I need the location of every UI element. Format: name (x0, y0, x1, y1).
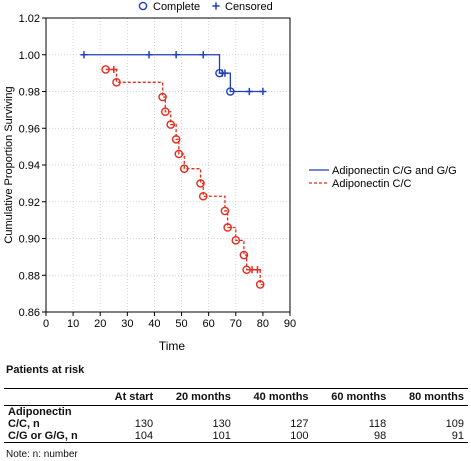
x-tick-label: 90 (284, 318, 296, 330)
y-tick-label: 0.96 (19, 123, 40, 135)
legend-complete-marker (138, 1, 148, 11)
risk-group-row: Adiponectin (4, 406, 468, 419)
event-point (255, 280, 265, 289)
risk-cell: 98 (374, 430, 387, 442)
risk-header-at-start: At start (114, 391, 154, 403)
x-tick-label: 50 (175, 318, 187, 330)
event-point (226, 87, 235, 96)
event-point (239, 250, 249, 260)
censored-point (145, 51, 153, 59)
risk-cell: 127 (290, 418, 309, 430)
y-tick-label: 1.02 (19, 13, 40, 25)
x-tick-label: 0 (43, 318, 49, 330)
legend-censored-marker (212, 2, 220, 10)
event-point (171, 134, 181, 144)
y-tick-label: 0.94 (19, 160, 40, 172)
event-point (231, 236, 241, 245)
censored-point (253, 266, 262, 274)
risk-header-20-months: 20 months (175, 391, 231, 403)
x-tick-label: 60 (203, 318, 215, 330)
legend-complete-label: Complete (153, 1, 200, 13)
event-point (158, 92, 167, 102)
event-point (174, 149, 184, 159)
y-tick-label: 0.98 (19, 87, 40, 99)
risk-header-40-months: 40 months (253, 391, 309, 403)
risk-cell: 100 (290, 430, 309, 442)
risk-row-label: C/G or G/G, n (8, 430, 78, 442)
event-point (112, 78, 121, 87)
series-line-1 (105, 68, 263, 286)
x-tick-label: 40 (148, 318, 160, 330)
risk-row-cg-gg: C/G or G/G, n 104 101 100 98 91 (4, 430, 468, 443)
risk-row-label: C/C, n (8, 418, 40, 430)
event-point (160, 107, 170, 117)
risk-cell: 109 (445, 418, 464, 430)
legend-label-1: Adiponectin C/C (332, 178, 412, 190)
survival-chart: 0 10 20 30 40 50 60 70 80 90 0.86 0.88 0.90 0.92 0.94 0… (3, 1, 457, 353)
y-tick-label: 1.00 (19, 50, 40, 62)
risk-table: At start 20 months 40 months 60 months 8… (4, 388, 468, 443)
event-point (101, 65, 110, 74)
legend-censored-label: Censored (225, 1, 273, 13)
censored-point (245, 87, 253, 96)
y-tick-label: 0.88 (19, 270, 40, 282)
x-tick-label: 70 (230, 318, 242, 330)
event-point (179, 164, 189, 173)
x-tick-label: 10 (67, 318, 79, 330)
risk-header-60-months: 60 months (331, 391, 387, 403)
risk-header-80-months: 80 months (408, 391, 464, 403)
censored-point (172, 51, 180, 59)
x-tick-label: 20 (94, 318, 106, 330)
x-tick-label: 30 (121, 318, 133, 330)
table-note: Note: n: number (6, 449, 78, 460)
event-point (166, 120, 176, 129)
event-point (196, 179, 205, 188)
risk-table-header-row: At start 20 months 40 months 60 months 8… (4, 388, 468, 406)
plot-area (46, 18, 290, 312)
x-tick-label: 80 (257, 318, 269, 330)
risk-cell: 130 (212, 418, 231, 430)
risk-cell: 118 (368, 418, 387, 430)
event-point (198, 191, 208, 201)
y-axis-label: Cumulative Proportion Surviving (3, 86, 15, 243)
y-tick-label: 0.92 (19, 197, 40, 209)
risk-cell: 91 (451, 430, 464, 442)
event-point (220, 206, 230, 216)
risk-table-title: Patients at risk (6, 364, 85, 376)
risk-group-label: Adiponectin (8, 406, 72, 418)
risk-row-cc: C/C, n 130 130 127 118 109 (4, 418, 468, 430)
censored-point (80, 51, 88, 59)
censored-point (110, 65, 118, 74)
risk-cell: 101 (212, 430, 231, 442)
x-axis-label: Time (159, 339, 186, 353)
event-point (223, 223, 232, 232)
censored-point (199, 51, 207, 59)
y-tick-label: 0.90 (19, 234, 40, 246)
censored-point (221, 69, 229, 77)
risk-header-blank (4, 389, 100, 406)
y-tick-label: 0.86 (19, 307, 40, 319)
legend-label-0: Adiponectin C/G and G/G (332, 165, 457, 177)
risk-cell: 104 (134, 430, 154, 442)
risk-cell: 130 (134, 418, 154, 430)
censored-point (259, 87, 267, 96)
